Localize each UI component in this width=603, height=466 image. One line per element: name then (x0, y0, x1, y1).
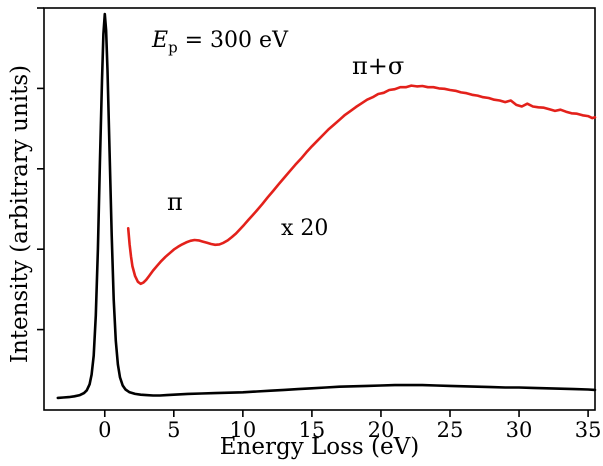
loss-spectrum-x20-curve (126, 84, 597, 286)
x-tick-label: 10 (229, 418, 256, 442)
x-tick-label: 35 (575, 418, 602, 442)
pi-peak-label: π (167, 188, 183, 216)
x-tick-label: 5 (167, 418, 180, 442)
x-tick-label: 0 (98, 418, 111, 442)
x-tick-label: 25 (437, 418, 464, 442)
magnification-label: x 20 (281, 216, 329, 241)
elastic-peak-spectrum-curve (56, 12, 597, 400)
y-axis-title: Intensity (arbitrary units) (7, 64, 33, 364)
x-tick-label: 30 (506, 418, 533, 442)
x-axis-title: Energy Loss (eV) (219, 434, 420, 460)
primary-energy-annotation: Ep = 300 eV (152, 28, 288, 56)
x-tick-label: 20 (368, 418, 395, 442)
x-tick-label: 15 (299, 418, 326, 442)
ep-value: = 300 eV (177, 28, 288, 53)
ep-subscript: p (168, 38, 178, 57)
plot-frame (43, 7, 596, 411)
pi-sigma-peak-label: π+σ (352, 52, 405, 80)
ep-symbol: E (152, 28, 169, 53)
